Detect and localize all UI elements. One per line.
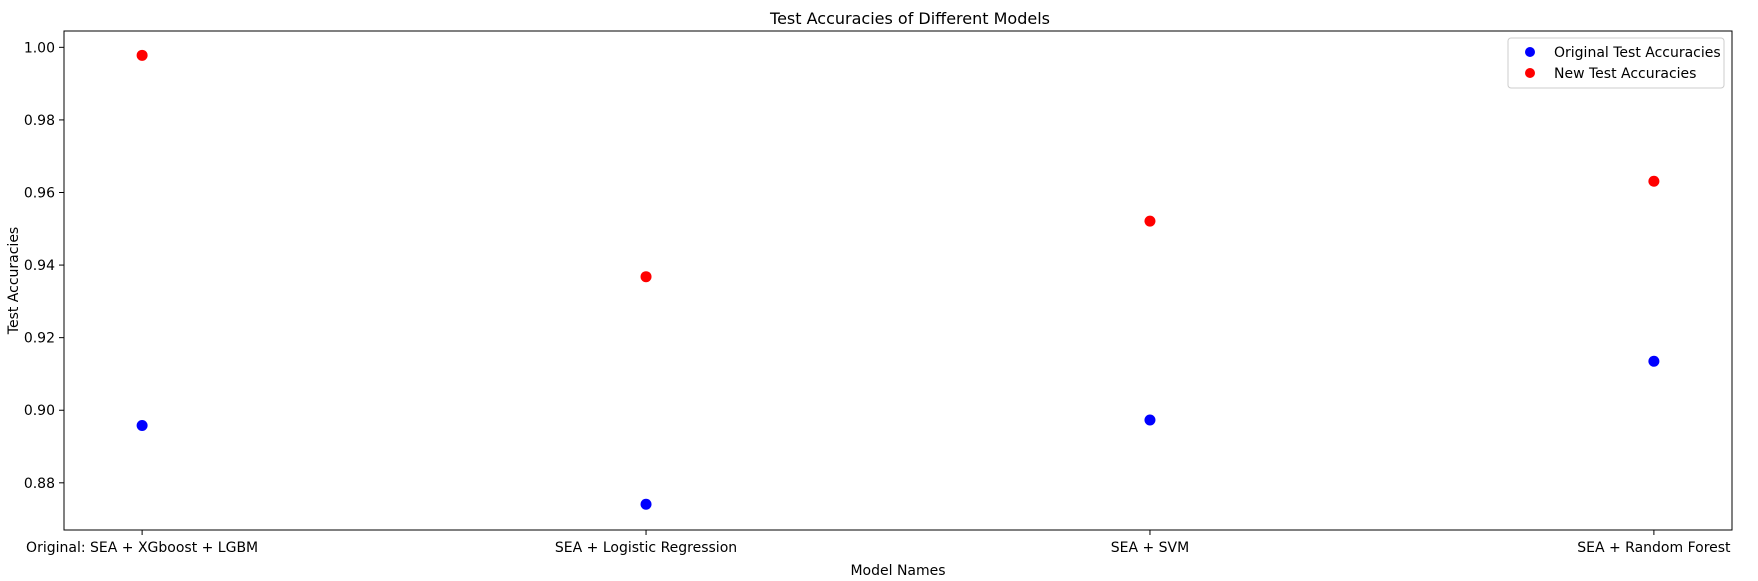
legend-marker-new <box>1525 68 1535 78</box>
data-point-original <box>1144 414 1156 426</box>
x-tick-label: SEA + SVM <box>1111 540 1189 556</box>
y-tick-label: 0.88 <box>24 476 55 492</box>
x-tick-label: Original: SEA + XGboost + LGBM <box>26 540 258 556</box>
y-tick-label: 0.92 <box>24 331 55 347</box>
legend-box <box>1507 37 1725 89</box>
chart-title: Test Accuracies of Different Models <box>769 9 1050 28</box>
legend-label-new: New Test Accuracies <box>1554 66 1696 82</box>
data-point-new <box>1144 215 1156 227</box>
data-point-original <box>640 498 652 510</box>
x-tick-label: SEA + Random Forest <box>1577 540 1731 556</box>
plot-frame <box>63 30 1733 531</box>
y-tick-label: 0.94 <box>24 258 55 274</box>
legend-label-original: Original Test Accuracies <box>1554 45 1721 61</box>
y-tick-label: 0.90 <box>24 403 55 419</box>
legend: Original Test Accuracies New Test Accura… <box>1507 37 1725 89</box>
data-point-new <box>136 49 148 61</box>
x-axis-label: Model Names <box>850 563 945 579</box>
ticks-layer: 0.88 0.90 0.92 0.94 0.96 0.98 1.00 Original: SE… <box>24 40 1731 556</box>
legend-marker-original <box>1525 47 1535 57</box>
y-tick-label: 0.98 <box>24 113 55 129</box>
y-tick-label: 1.00 <box>24 40 55 56</box>
data-point-new <box>1648 175 1660 187</box>
data-point-new <box>640 271 652 283</box>
y-tick-label: 0.96 <box>24 185 55 201</box>
points-layer <box>136 49 1660 510</box>
y-axis-label: Test Accuracies <box>6 227 22 335</box>
x-tick-label: SEA + Logistic Regression <box>555 540 737 556</box>
data-point-original <box>136 419 148 431</box>
data-point-original <box>1648 355 1660 367</box>
